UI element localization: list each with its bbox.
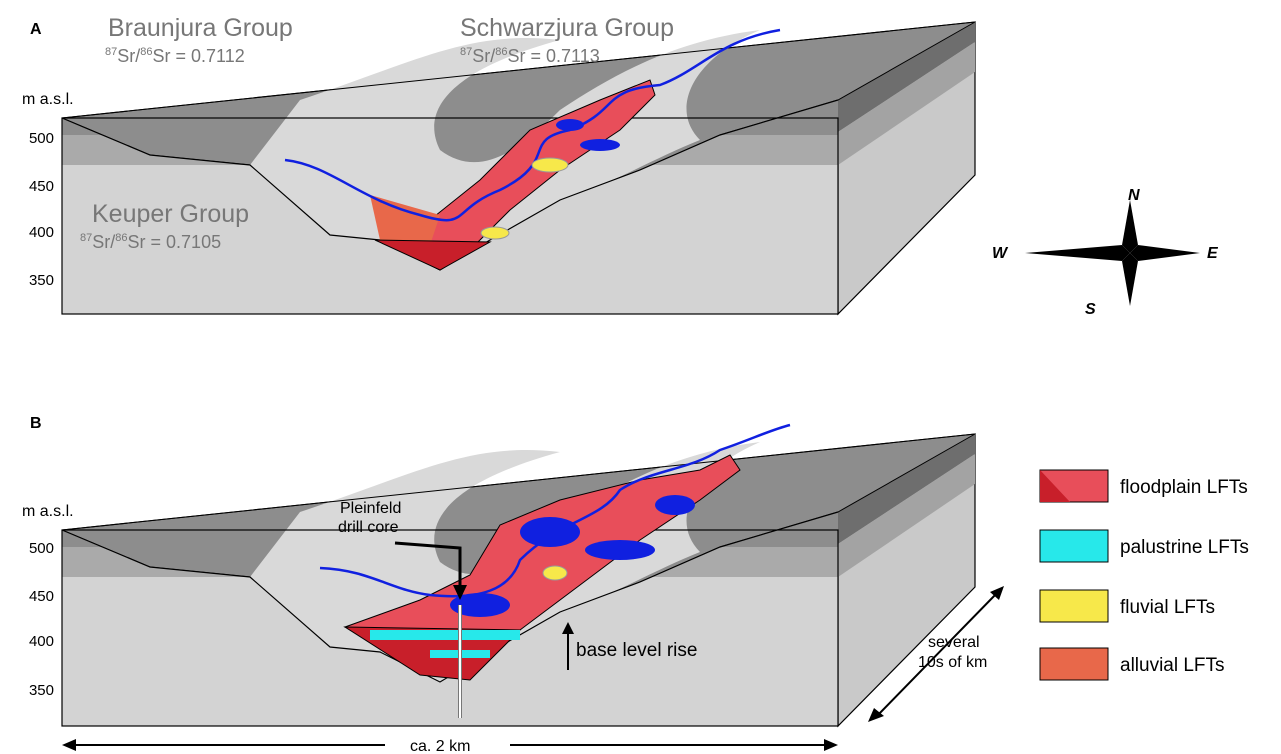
bar	[532, 158, 568, 172]
bar	[543, 566, 567, 580]
tick-label: 450	[29, 588, 54, 605]
legend-label: floodplain LFTs	[1120, 477, 1248, 498]
panel-a: A Braunjura Group 87Sr/86Sr = 0.7112 Sch…	[22, 14, 975, 320]
annotation: several	[928, 634, 980, 651]
compass-label: N	[1128, 187, 1140, 204]
panel-label: B	[30, 415, 42, 432]
bar	[481, 227, 509, 239]
annotation: drill core	[338, 519, 399, 536]
legend-swatch	[1040, 648, 1108, 680]
axis-unit: m a.s.l.	[22, 91, 74, 108]
arrowhead	[824, 739, 838, 751]
tick-label: 350	[29, 272, 54, 289]
annotation: Pleinfeld	[340, 500, 401, 517]
tick-label: 400	[29, 224, 54, 241]
pond	[655, 495, 695, 515]
legend: floodplain LFTs palustrine LFTs fluvial …	[1040, 470, 1249, 680]
legend-label: fluvial LFTs	[1120, 597, 1215, 618]
annotation: 10s of km	[918, 654, 987, 671]
legend-swatch	[1040, 590, 1108, 622]
pond	[556, 119, 584, 131]
palustrine-layer	[370, 630, 520, 640]
compass-label: E	[1207, 245, 1219, 262]
panel-b: B m a.s.l. 500 450 400 350 Pleinfeld dri…	[22, 415, 1004, 754]
compass: N W E S	[992, 187, 1219, 318]
annotation: base level rise	[576, 640, 697, 661]
group-label: Schwarzjura Group	[460, 14, 674, 42]
annotation: ca. 2 km	[410, 738, 470, 754]
tick-label: 500	[29, 540, 54, 557]
legend-swatch	[1040, 530, 1108, 562]
panel-label: A	[30, 21, 42, 38]
compass-label: W	[992, 245, 1009, 262]
group-label: Keuper Group	[92, 200, 249, 228]
axis-unit: m a.s.l.	[22, 503, 74, 520]
ratio: 87Sr/86Sr = 0.7105	[80, 232, 221, 252]
pond	[520, 517, 580, 547]
tick-label: 450	[29, 178, 54, 195]
legend-label: palustrine LFTs	[1120, 537, 1249, 558]
ratio: 87Sr/86Sr = 0.7113	[460, 46, 600, 66]
group-label: Braunjura Group	[108, 14, 293, 42]
pond	[585, 540, 655, 560]
diagram: A Braunjura Group 87Sr/86Sr = 0.7112 Sch…	[0, 0, 1281, 754]
ratio: 87Sr/86Sr = 0.7112	[105, 46, 245, 66]
arrowhead	[62, 739, 76, 751]
pond	[580, 139, 620, 151]
tick-label: 350	[29, 682, 54, 699]
compass-label: S	[1085, 301, 1096, 318]
legend-label: alluvial LFTs	[1120, 655, 1225, 676]
tick-label: 500	[29, 130, 54, 147]
tick-label: 400	[29, 633, 54, 650]
